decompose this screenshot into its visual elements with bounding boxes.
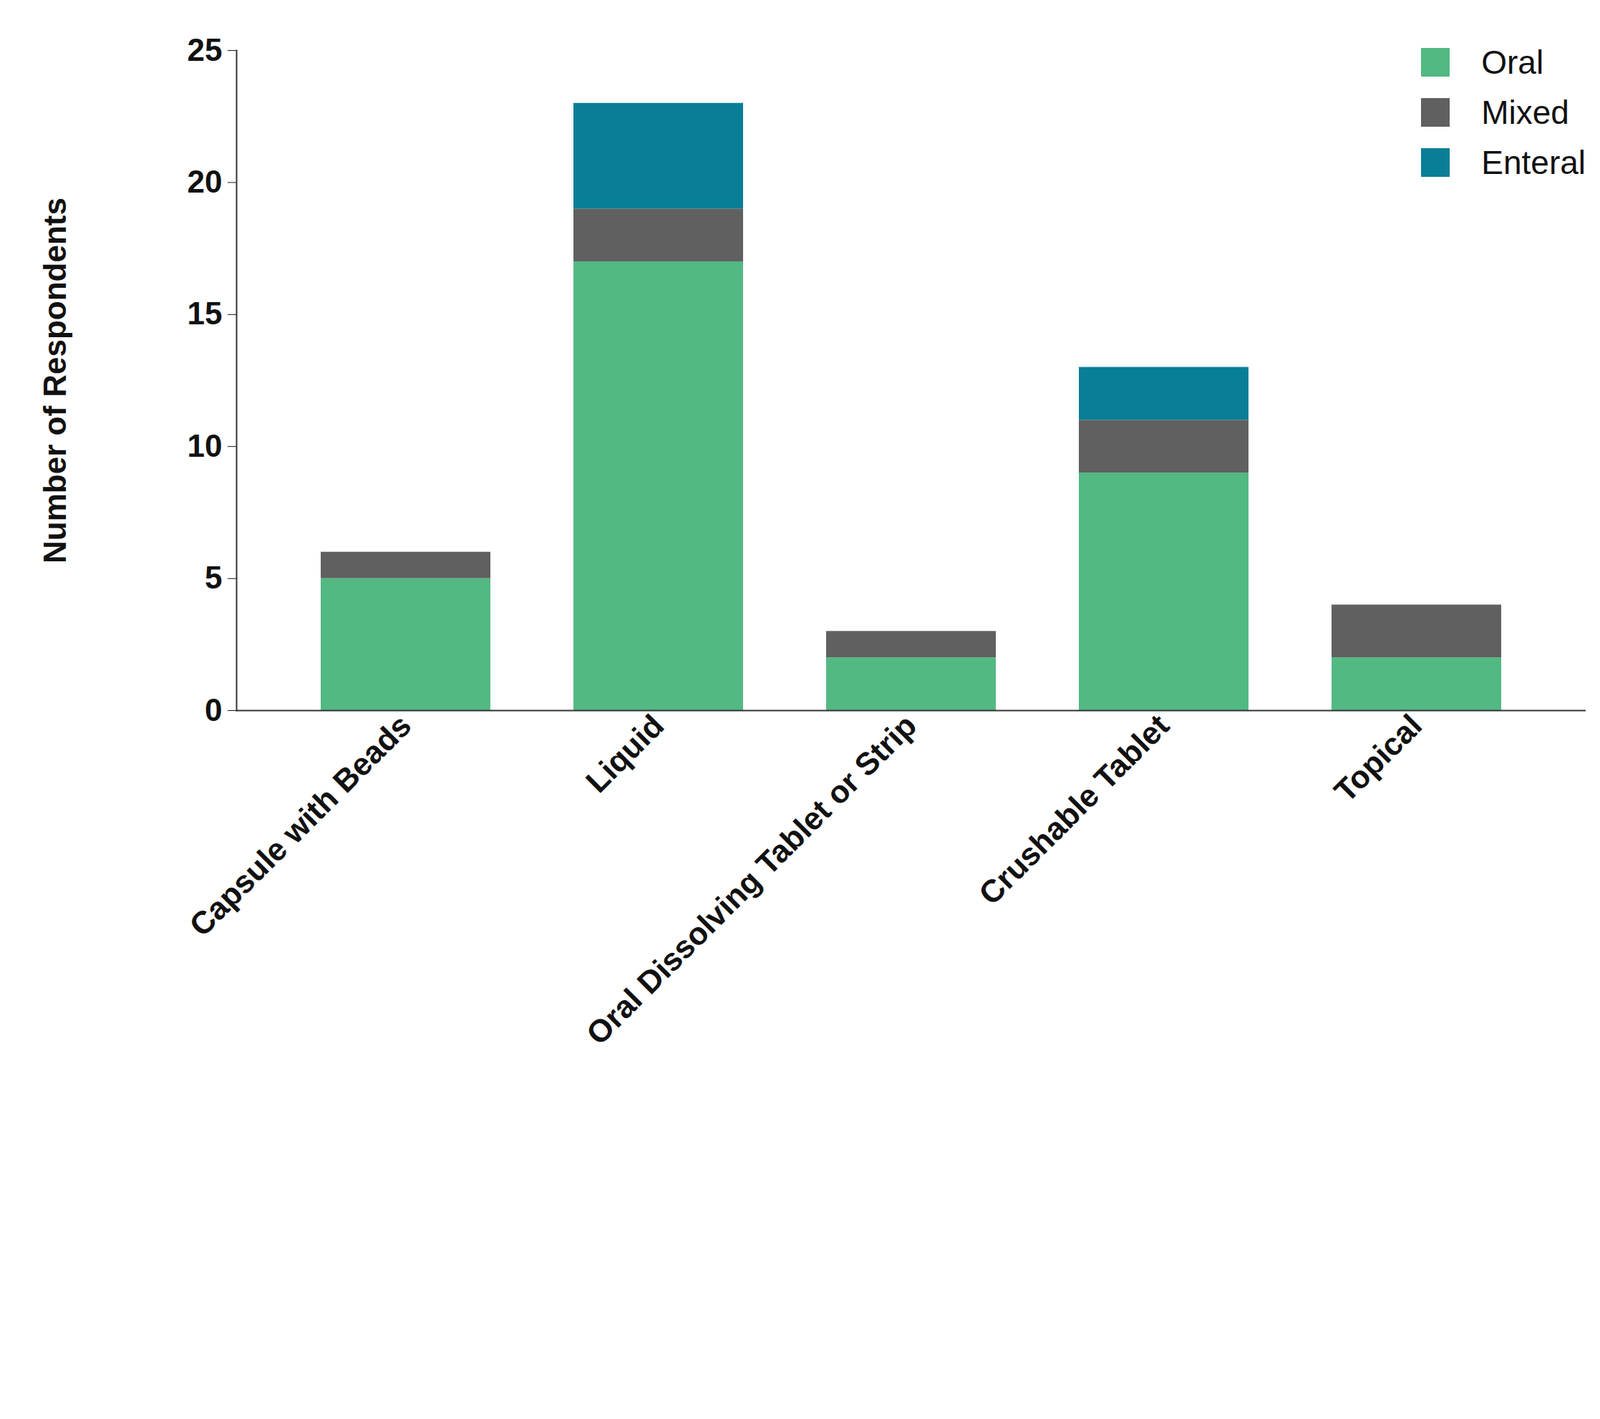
svg-text:25: 25 xyxy=(187,32,223,68)
svg-text:10: 10 xyxy=(187,428,223,464)
html-text:Enteral: Enteral xyxy=(1481,143,1586,182)
svg-text:0: 0 xyxy=(204,692,222,728)
html-text:Mixed: Mixed xyxy=(1481,93,1570,132)
svg-text:Oral Dissolving Tablet or Stri: Oral Dissolving Tablet or Strip xyxy=(579,707,923,1051)
svg-text:Number of Respondents: Number of Respondents xyxy=(37,197,73,564)
svg-text:Capsule with Beads: Capsule with Beads xyxy=(182,707,419,943)
svg-text:20: 20 xyxy=(187,163,223,200)
svg-text:Crushable Tablet: Crushable Tablet xyxy=(972,707,1177,912)
svg-text:Liquid: Liquid xyxy=(578,707,671,799)
svg-text:5: 5 xyxy=(204,559,222,595)
html-text:Oral: Oral xyxy=(1481,43,1544,81)
svg-text:Topical: Topical xyxy=(1327,707,1429,809)
svg-text:15: 15 xyxy=(187,295,223,331)
